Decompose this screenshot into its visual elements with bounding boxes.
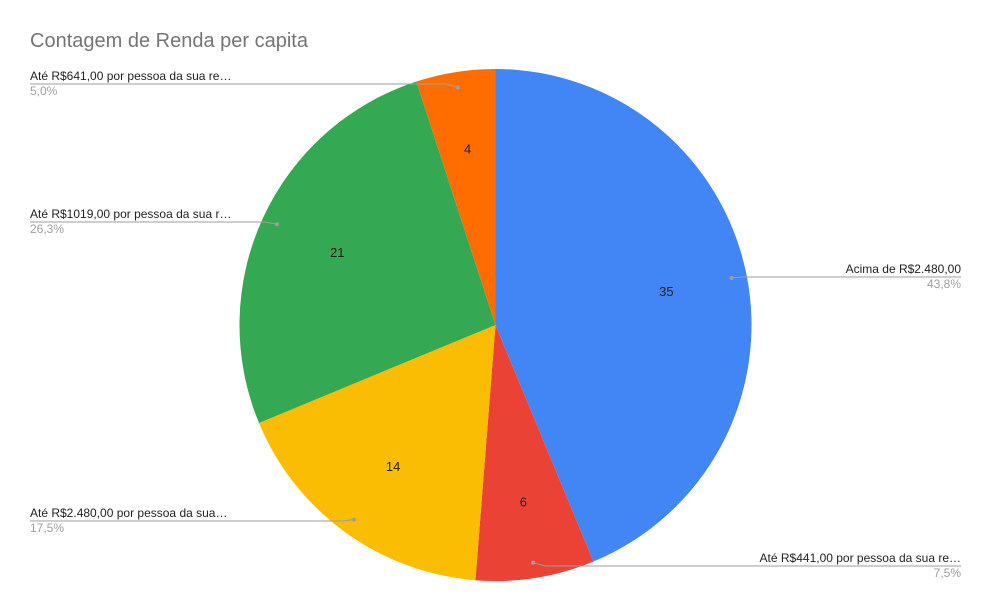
- legend-label: Até R$2.480,00 por pessoa da sua…: [30, 506, 227, 520]
- pie-slices: [239, 69, 752, 581]
- slice-value-label: 6: [520, 494, 527, 509]
- leader-line: [731, 276, 961, 279]
- legend-percent: 7,5%: [934, 566, 962, 580]
- slice-value-labels: 35 6 14 21 4: [330, 142, 674, 510]
- pie-slice[interactable]: [495, 69, 752, 562]
- legend-label: Até R$641,00 por pessoa da sua re…: [30, 69, 231, 83]
- slice-value-label: 35: [659, 284, 673, 299]
- slice-value-label: 4: [464, 142, 471, 157]
- slice-value-label: 14: [386, 459, 400, 474]
- pie-slice[interactable]: [239, 81, 496, 423]
- legend-percent: 43,8%: [927, 277, 961, 291]
- chart-title: Contagem de Renda per capita: [30, 30, 309, 52]
- legend-percent: 17,5%: [30, 521, 64, 535]
- leader-line: [30, 221, 278, 225]
- leader-line: [30, 519, 355, 522]
- legend-percent: 5,0%: [30, 84, 58, 98]
- legend-percent: 26,3%: [30, 222, 64, 236]
- leader-line: [533, 562, 961, 567]
- pie-slice[interactable]: [475, 325, 594, 581]
- pie-slice[interactable]: [258, 325, 496, 581]
- pie-slice[interactable]: [416, 69, 496, 325]
- slice-value-label: 21: [330, 245, 344, 260]
- leader-line: [30, 83, 458, 88]
- legend-label: Acima de R$2.480,00: [846, 262, 962, 276]
- legend-label: Até R$1019,00 por pessoa da sua r…: [30, 207, 231, 221]
- legend-label: Até R$441,00 por pessoa da sua re…: [760, 551, 961, 565]
